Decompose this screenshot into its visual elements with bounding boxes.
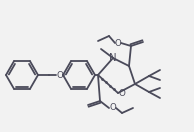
Text: O: O <box>110 103 116 112</box>
Text: O: O <box>119 88 126 98</box>
Text: N: N <box>109 53 117 63</box>
Text: O: O <box>57 70 63 79</box>
Text: O: O <box>115 39 121 48</box>
